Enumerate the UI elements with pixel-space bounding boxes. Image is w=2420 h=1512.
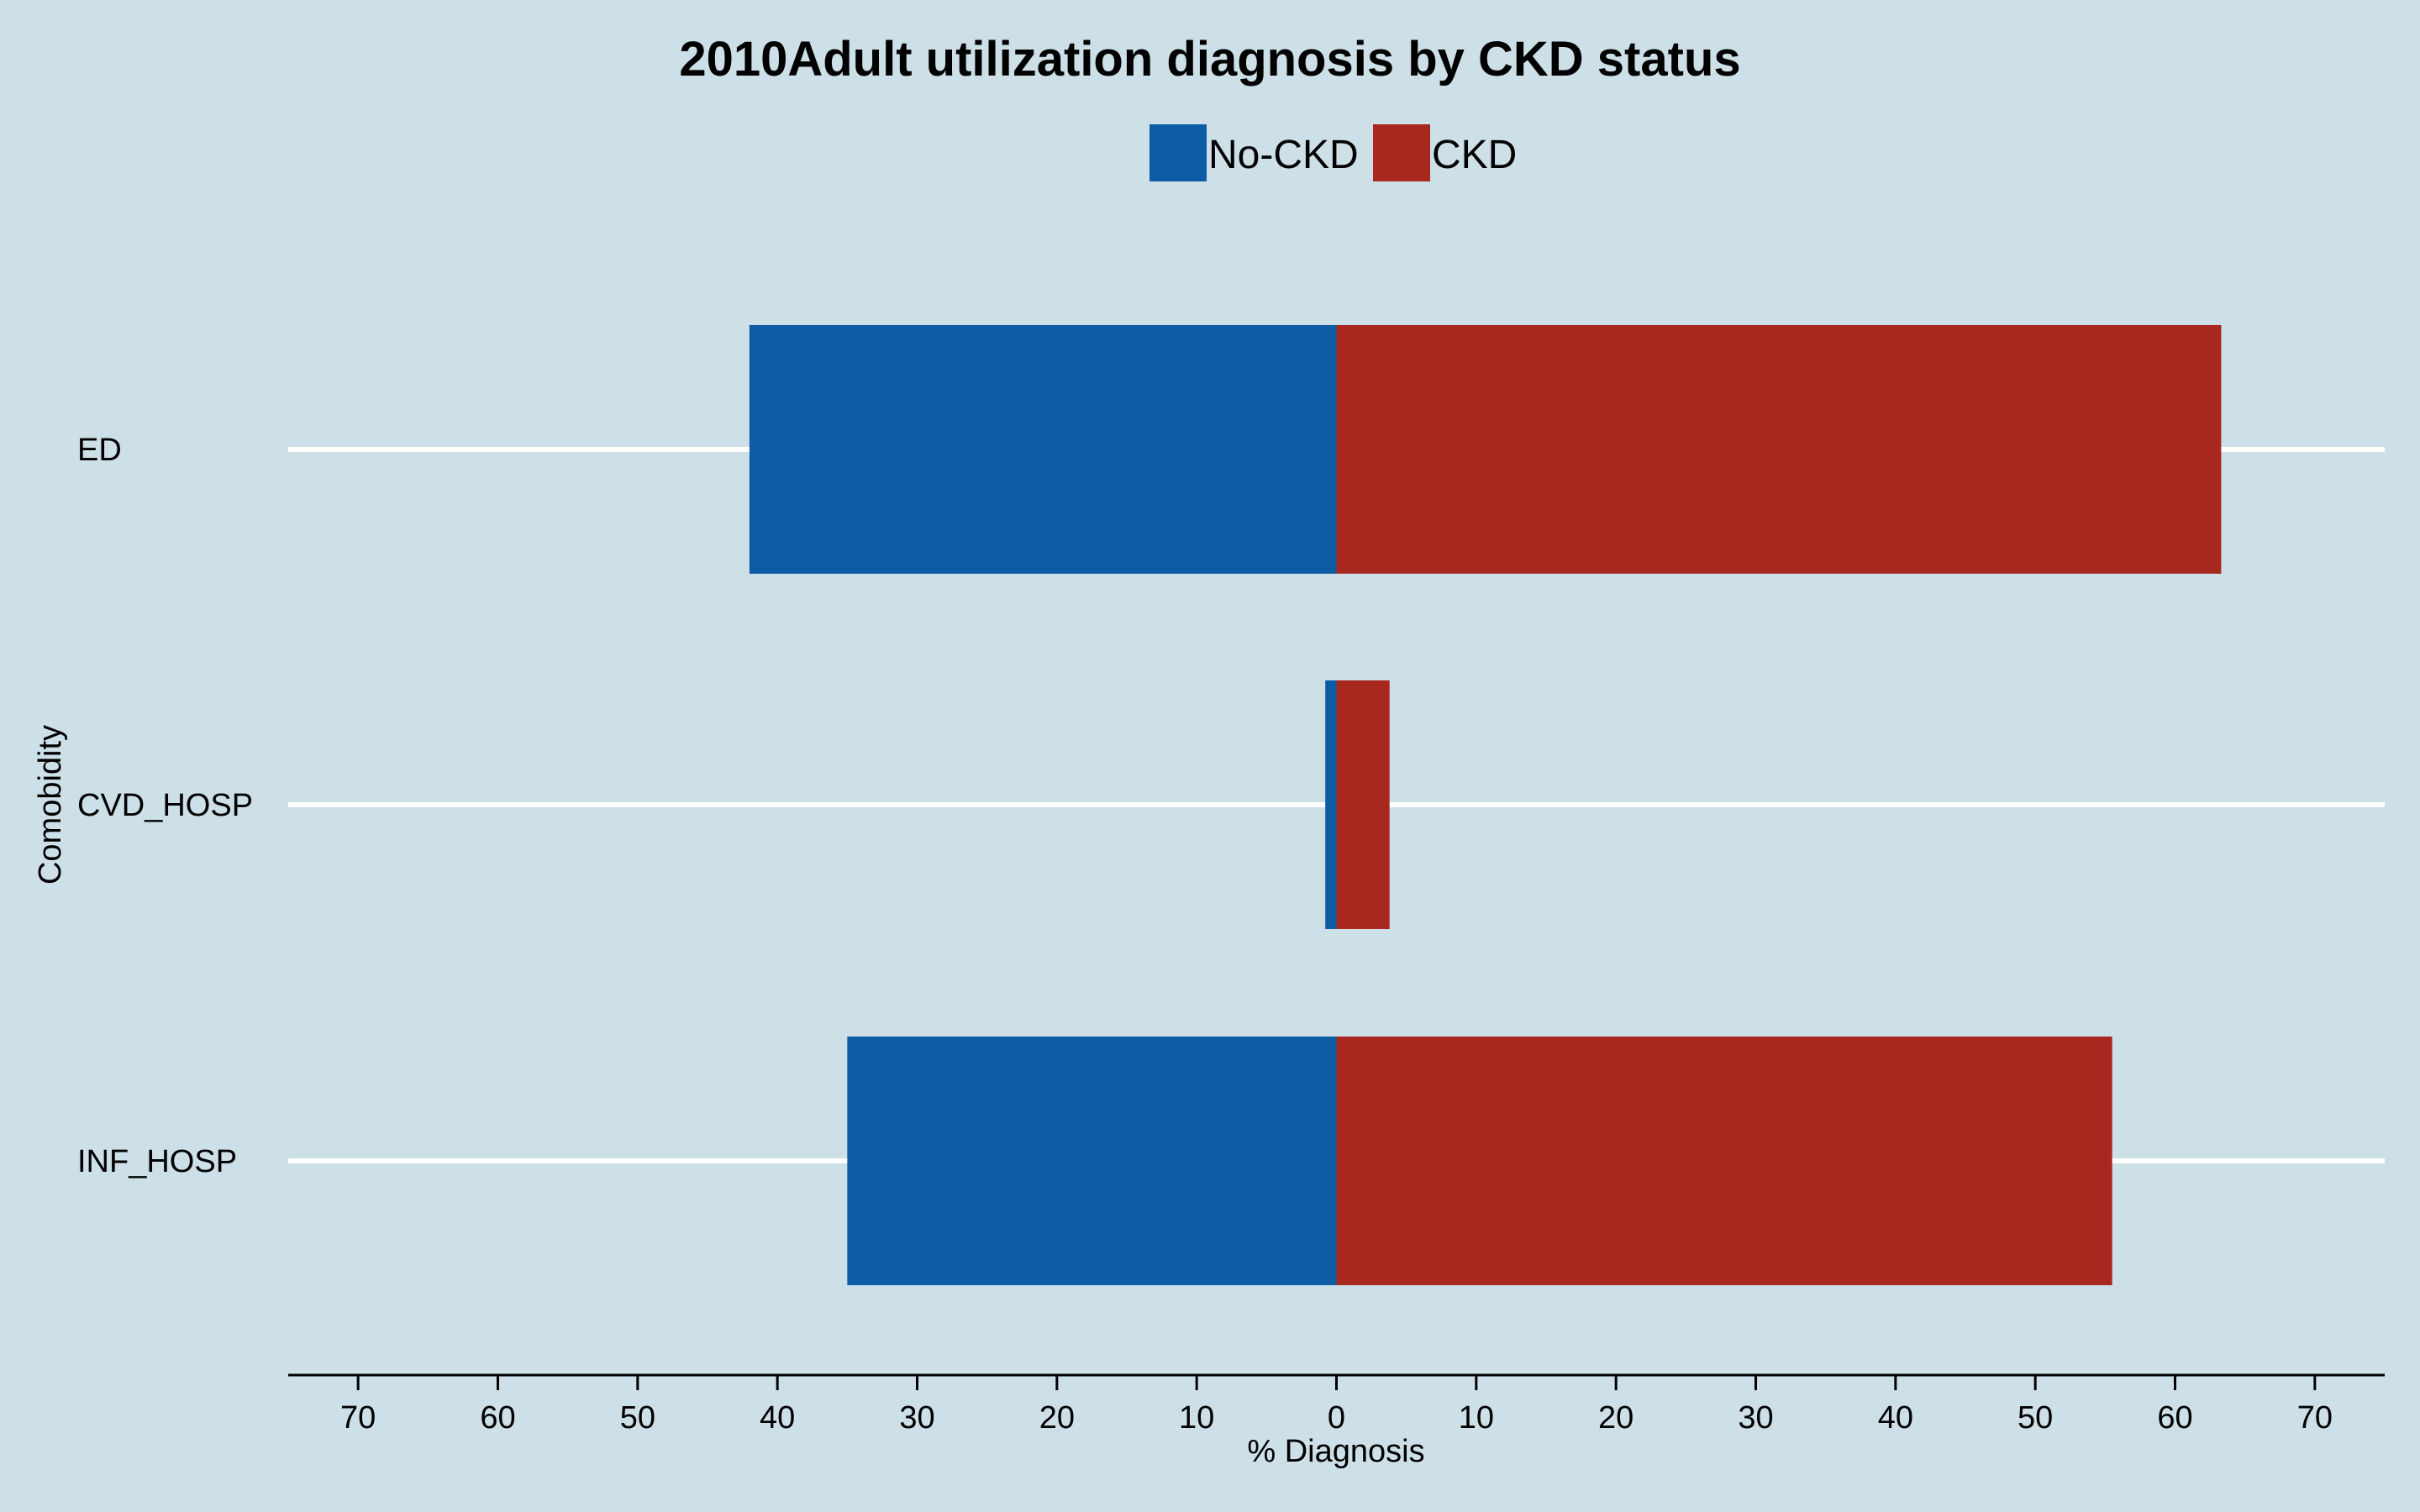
bar-no-ckd-inf-hosp <box>847 1037 1337 1285</box>
x-tick-label: 10 <box>1179 1400 1214 1436</box>
x-tick-label: 0 <box>1328 1400 1345 1436</box>
x-tick-label: 50 <box>2018 1400 2053 1436</box>
legend-label-no-ckd: No-CKD <box>1208 133 1359 177</box>
legend-label-ckd: CKD <box>1432 133 1517 177</box>
category-label-cvd-hosp: CVD_HOSP <box>77 788 253 823</box>
category-label-ed: ED <box>77 433 122 468</box>
bar-ckd-cvd-hosp <box>1336 680 1390 929</box>
x-tick-label: 70 <box>340 1400 376 1436</box>
x-axis: 70 60 50 40 30 20 10 0 10 20 30 40 50 60 70 <box>288 1373 2385 1436</box>
x-tick-label: 30 <box>899 1400 934 1436</box>
category-label-inf-hosp: INF_HOSP <box>77 1144 237 1179</box>
x-tick-label: 30 <box>1738 1400 1773 1436</box>
x-tick-label: 60 <box>480 1400 515 1436</box>
bar-ckd-inf-hosp <box>1336 1037 2112 1285</box>
legend-swatch-ckd <box>1373 124 1430 181</box>
bar-ckd-ed <box>1336 325 2222 574</box>
x-tick-label: 40 <box>1878 1400 1913 1436</box>
legend-swatch-no-ckd <box>1150 124 1207 181</box>
legend: No-CKD CKD <box>1150 124 1517 181</box>
category-labels: ED CVD_HOSP INF_HOSP <box>77 433 253 1179</box>
x-axis-title: % Diagnosis <box>1247 1434 1424 1469</box>
bar-no-ckd-cvd-hosp <box>1325 680 1337 929</box>
x-tick-label: 60 <box>2157 1400 2192 1436</box>
chart-title: 2010Adult utilization diagnosis by CKD s… <box>679 32 1740 87</box>
bars <box>749 325 2222 1285</box>
bar-no-ckd-ed <box>749 325 1337 574</box>
x-tick-label: 20 <box>1039 1400 1075 1436</box>
x-tick-label: 40 <box>760 1400 795 1436</box>
x-tick-label: 20 <box>1598 1400 1634 1436</box>
x-tick-label: 10 <box>1459 1400 1494 1436</box>
x-tick-label: 70 <box>2297 1400 2333 1436</box>
x-tick-label: 50 <box>620 1400 655 1436</box>
y-axis-title: Comobidity <box>33 725 68 885</box>
